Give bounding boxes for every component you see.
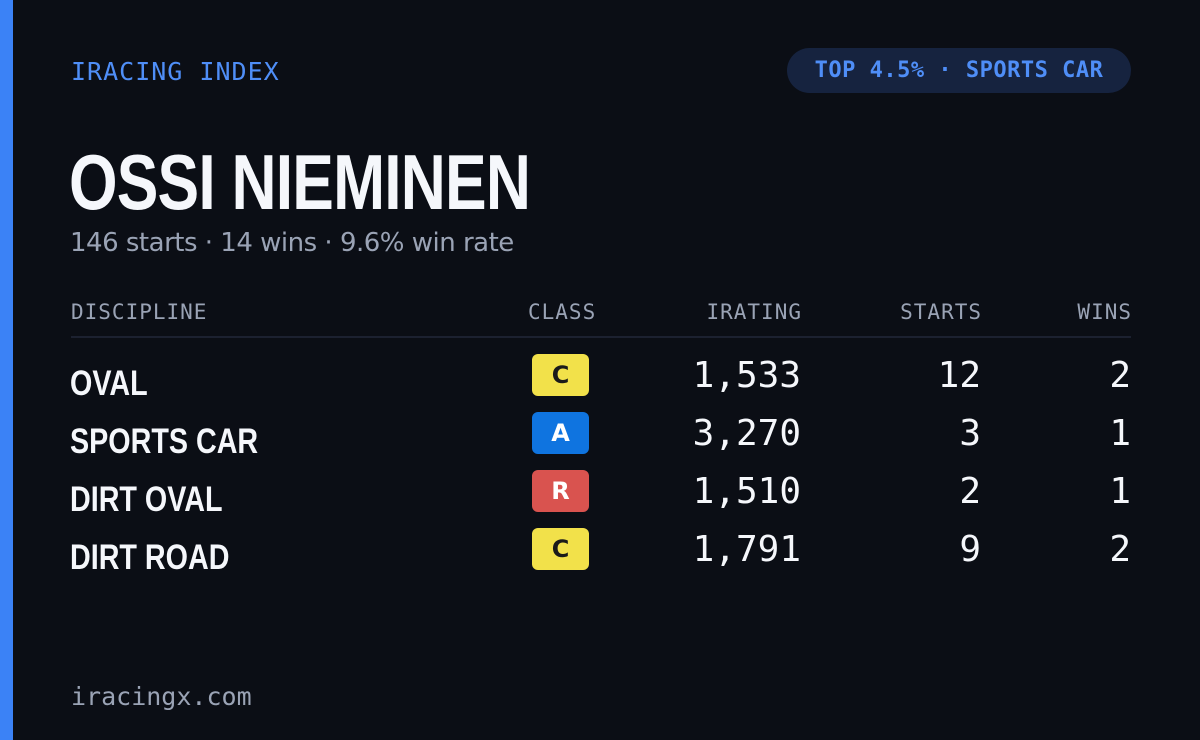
- discipline-cell: DIRT ROAD: [70, 538, 230, 577]
- wins-cell: 1: [1109, 471, 1131, 512]
- rank-badge: TOP 4.5% · SPORTS CAR: [787, 48, 1131, 93]
- header-starts: STARTS: [900, 300, 982, 324]
- class-badge: R: [532, 470, 589, 512]
- class-badge: C: [532, 354, 589, 396]
- starts-cell: 3: [959, 413, 981, 454]
- irating-cell: 3,270: [692, 413, 801, 454]
- header-divider: [71, 336, 1131, 338]
- table-row: DIRT ROAD C 1,791 9 2: [0, 528, 1200, 586]
- wins-cell: 1: [1109, 413, 1131, 454]
- driver-name: OSSI NIEMINEN: [69, 138, 531, 226]
- irating-cell: 1,791: [692, 529, 801, 570]
- discipline-cell: OVAL: [70, 364, 148, 403]
- irating-cell: 1,510: [692, 471, 801, 512]
- table-row: OVAL C 1,533 12 2: [0, 354, 1200, 412]
- header-wins: WINS: [1077, 300, 1132, 324]
- wins-cell: 2: [1109, 529, 1131, 570]
- discipline-cell: SPORTS CAR: [70, 422, 259, 461]
- wins-cell: 2: [1109, 355, 1131, 396]
- table-row: SPORTS CAR A 3,270 3 1: [0, 412, 1200, 470]
- header-discipline: DISCIPLINE: [71, 300, 208, 324]
- starts-cell: 2: [959, 471, 981, 512]
- starts-cell: 12: [937, 355, 981, 396]
- header-irating: IRATING: [706, 300, 802, 324]
- header-class: CLASS: [528, 300, 597, 324]
- brand-label: IRACING INDEX: [71, 57, 280, 86]
- irating-cell: 1,533: [692, 355, 801, 396]
- driver-summary: 146 starts · 14 wins · 9.6% win rate: [70, 228, 514, 258]
- table-row: DIRT OVAL R 1,510 2 1: [0, 470, 1200, 528]
- starts-cell: 9: [959, 529, 981, 570]
- accent-bar: [0, 0, 13, 740]
- discipline-cell: DIRT OVAL: [70, 480, 223, 519]
- class-badge: C: [532, 528, 589, 570]
- class-badge: A: [532, 412, 589, 454]
- footer-url: iracingx.com: [71, 682, 252, 711]
